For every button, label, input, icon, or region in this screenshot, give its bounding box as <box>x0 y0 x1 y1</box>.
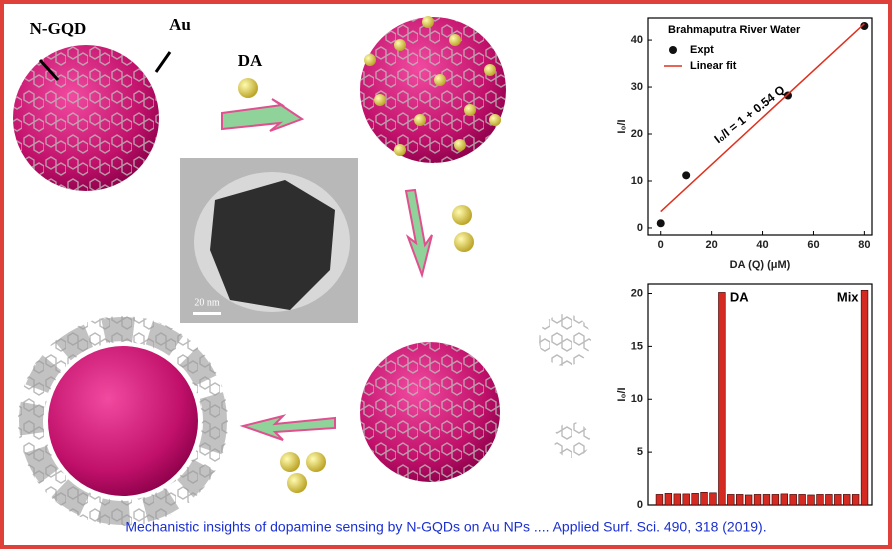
legend-label: Expt <box>690 44 714 56</box>
bar <box>744 494 753 506</box>
x-tick-label: 60 <box>807 239 819 251</box>
bar <box>673 493 681 506</box>
data-point <box>860 21 869 30</box>
bar <box>834 494 842 506</box>
ngqd-label: N-GQD <box>30 19 87 38</box>
bar <box>771 494 780 506</box>
bar <box>860 290 869 506</box>
bar <box>664 493 673 506</box>
bar <box>753 494 762 506</box>
legend-label: Linear fit <box>690 60 737 72</box>
y-axis-label: I₀/I <box>616 387 628 401</box>
bar <box>789 494 797 506</box>
da-label: DA <box>238 51 263 70</box>
bar <box>727 494 735 506</box>
bar <box>709 492 717 506</box>
bar <box>807 494 815 506</box>
y-tick-label: 20 <box>631 287 643 299</box>
x-tick-label: 20 <box>706 239 718 251</box>
bar <box>736 494 744 506</box>
bar <box>798 494 806 506</box>
y-tick-label: 40 <box>631 34 643 46</box>
bar <box>851 494 860 506</box>
y-tick-label: 10 <box>631 175 643 187</box>
x-tick-label: 80 <box>858 239 870 251</box>
data-point <box>784 91 792 100</box>
bar <box>762 494 771 506</box>
y-tick-label: 20 <box>631 128 643 140</box>
bar <box>655 494 664 506</box>
data-point <box>682 171 691 180</box>
y-tick-label: 10 <box>631 393 643 405</box>
x-tick-label: 40 <box>756 239 768 251</box>
y-axis-label: I₀/I <box>616 119 628 133</box>
x-tick-label: 0 <box>658 239 664 251</box>
plot-frame <box>647 17 873 236</box>
bar-annotation: Mix <box>837 289 859 304</box>
illustration: 20 nm N-GQD Au DA <box>13 15 591 526</box>
y-tick-label: 15 <box>631 340 643 352</box>
bar <box>718 292 726 506</box>
y-tick-label: 5 <box>637 446 643 458</box>
bar <box>780 493 788 506</box>
x-axis-label: DA (Q) (μM) <box>730 259 791 271</box>
data-point <box>656 219 665 228</box>
bar <box>682 493 690 506</box>
scale-label: 20 nm <box>194 297 220 308</box>
bar <box>816 494 824 506</box>
title: Brahmaputra River Water <box>668 24 801 36</box>
bar <box>691 493 699 506</box>
y-tick-label: 0 <box>637 222 643 234</box>
bar <box>843 494 851 506</box>
y-tick-label: 0 <box>637 499 643 511</box>
caption: Mechanistic insights of dopamine sensing… <box>125 519 766 535</box>
bar <box>700 492 708 506</box>
au-label: Au <box>169 15 191 34</box>
bar-annotation: DA <box>730 289 749 304</box>
legend-swatch <box>669 46 677 54</box>
fit-line <box>660 23 865 213</box>
bar <box>825 494 833 506</box>
y-tick-label: 30 <box>631 81 643 93</box>
